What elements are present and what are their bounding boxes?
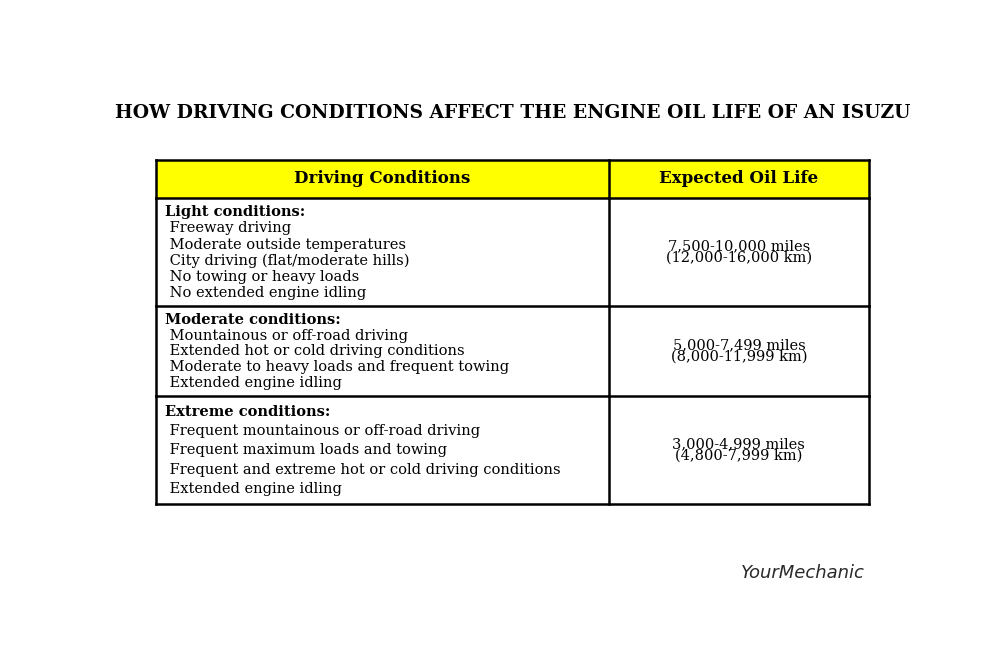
Text: Extended engine idling: Extended engine idling	[165, 482, 342, 496]
Text: Moderate to heavy loads and frequent towing: Moderate to heavy loads and frequent tow…	[165, 360, 509, 374]
Text: Moderate conditions:: Moderate conditions:	[165, 313, 341, 327]
Text: Driving Conditions: Driving Conditions	[294, 170, 471, 187]
Text: Frequent maximum loads and towing: Frequent maximum loads and towing	[165, 444, 447, 458]
Text: Expected Oil Life: Expected Oil Life	[659, 170, 818, 187]
Text: Light conditions:: Light conditions:	[165, 205, 306, 219]
Text: 7,500-10,000 miles: 7,500-10,000 miles	[668, 239, 810, 253]
Text: No extended engine idling: No extended engine idling	[165, 286, 367, 300]
Text: (12,000-16,000 km): (12,000-16,000 km)	[666, 251, 812, 265]
Text: YourMechanic: YourMechanic	[741, 564, 865, 582]
Text: No towing or heavy loads: No towing or heavy loads	[165, 269, 360, 283]
Text: Frequent and extreme hot or cold driving conditions: Frequent and extreme hot or cold driving…	[165, 463, 561, 477]
Text: Extended engine idling: Extended engine idling	[165, 376, 342, 390]
Text: HOW DRIVING CONDITIONS AFFECT THE ENGINE OIL LIFE OF AN ISUZU: HOW DRIVING CONDITIONS AFFECT THE ENGINE…	[115, 105, 910, 123]
Text: City driving (flat/moderate hills): City driving (flat/moderate hills)	[165, 253, 410, 268]
Text: Freeway driving: Freeway driving	[165, 221, 291, 235]
Text: Moderate outside temperatures: Moderate outside temperatures	[165, 237, 406, 251]
Text: Extended hot or cold driving conditions: Extended hot or cold driving conditions	[165, 344, 465, 358]
Text: 3,000-4,999 miles: 3,000-4,999 miles	[672, 437, 805, 451]
Text: Mountainous or off-road driving: Mountainous or off-road driving	[165, 329, 408, 343]
Text: (4,800-7,999 km): (4,800-7,999 km)	[675, 448, 803, 462]
Text: Extreme conditions:: Extreme conditions:	[165, 405, 331, 419]
Text: Frequent mountainous or off-road driving: Frequent mountainous or off-road driving	[165, 424, 480, 438]
Bar	[156, 159, 869, 198]
Text: (8,000-11,999 km): (8,000-11,999 km)	[671, 350, 807, 364]
Text: 5,000-7,499 miles: 5,000-7,499 miles	[673, 338, 805, 352]
